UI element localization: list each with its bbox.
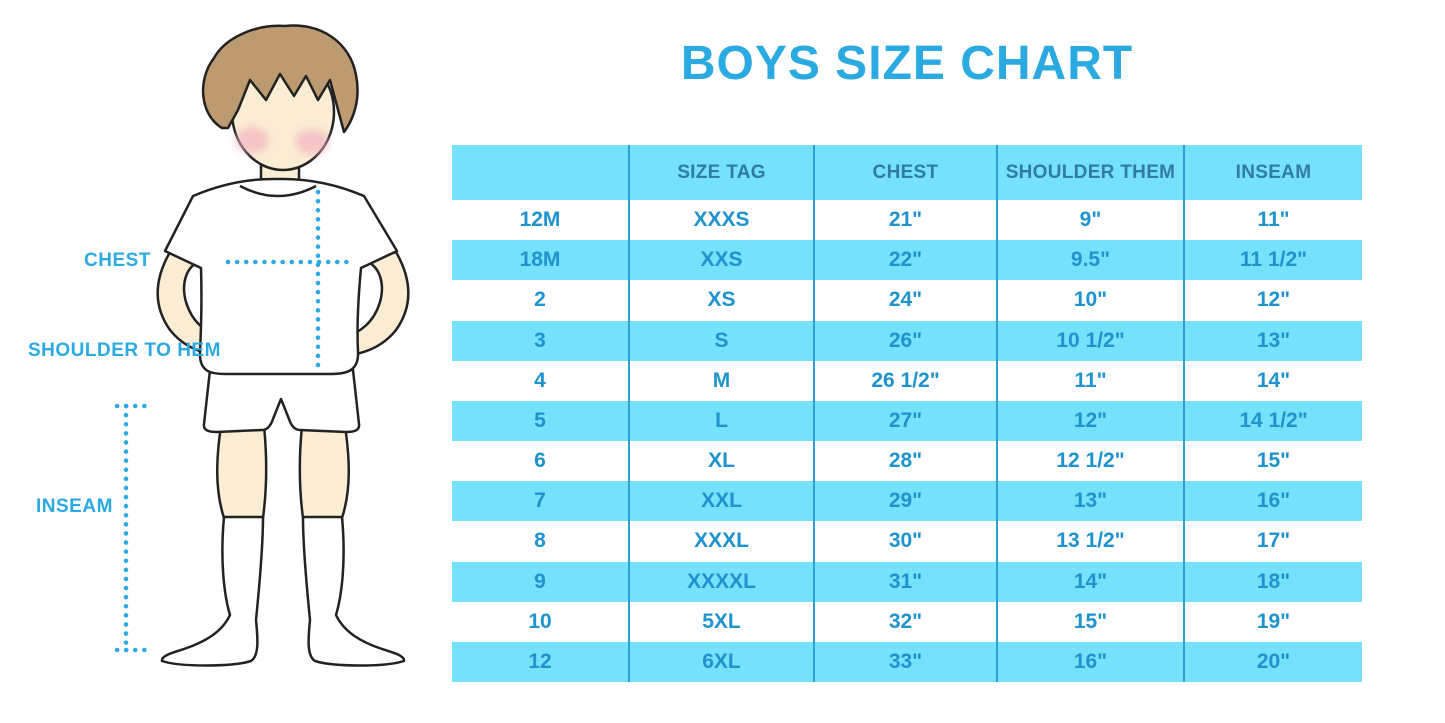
table-cell: 33" (815, 641, 998, 683)
table-cell: 26 1/2" (815, 360, 998, 401)
table-cell: 10 1/2" (998, 320, 1185, 361)
table-cell: 3 (452, 320, 630, 361)
table-row: 4 M 26 1/2" 11" 14" (452, 360, 1362, 401)
table-cell: 9" (998, 200, 1185, 241)
table-cell: 12 1/2" (998, 441, 1185, 482)
table-cell: 22" (815, 240, 998, 281)
table-header-cell-chest: CHEST (815, 145, 998, 200)
boy-shorts (202, 368, 361, 434)
inseam-label: INSEAM (36, 496, 113, 517)
table-cell: L (630, 400, 815, 442)
table-cell: M (630, 360, 815, 401)
table-cell: 10" (998, 280, 1185, 321)
table-row: 3 S 26" 10 1/2" 13" (452, 320, 1362, 361)
table-cell: 16" (1256, 489, 1291, 513)
table-cell: 12M (452, 200, 630, 241)
table-cell: 6XL (630, 641, 815, 683)
table-cell: 11" (1257, 208, 1290, 232)
table-cell: 5 (452, 400, 630, 442)
chest-label: CHEST (84, 250, 151, 271)
table-header-row: SIZE TAG CHEST SHOULDER THEM INSEAM (452, 145, 1362, 200)
table-cell: 19" (1256, 609, 1291, 633)
boy-hair (201, 24, 359, 134)
table-cell: 11 1/2" (1239, 248, 1308, 272)
table-cell: 16" (998, 641, 1185, 683)
table-cell: 5XL (630, 601, 815, 642)
boy-socks (160, 515, 406, 667)
table-cell: 31" (815, 561, 998, 602)
measurement-guides (114, 189, 351, 653)
table-header-cell-size-tag: SIZE TAG (630, 145, 815, 200)
table-cell: 28" (815, 441, 998, 482)
table-cell: XXXXL (630, 561, 815, 602)
boy-figure-illustration (114, 24, 410, 667)
table-cell: 17" (1256, 529, 1291, 553)
boy-figure: CHEST SHOULDER TO HEM INSEAM (0, 0, 452, 723)
table-cell: 18" (1256, 569, 1291, 593)
table-cell: 12 (452, 641, 630, 683)
table-row: 6 XL 28" 12 1/2" 15" (452, 441, 1362, 482)
table-cell: 8 (452, 521, 630, 562)
table-header-cell-inseam: INSEAM (1235, 161, 1312, 183)
table-body: 12M XXXS 21" 9" 11" 18M XXS 22" 9.5" 11 1/2" 2 XS 24… (452, 200, 1362, 683)
table-cell: S (630, 320, 815, 361)
table-cell: 21" (815, 200, 998, 241)
table-row: 8 XXXL 30" 13 1/2" 17" (452, 521, 1362, 562)
table-row: 12M XXXS 21" 9" 11" (452, 200, 1362, 241)
table-cell: 13" (1256, 328, 1291, 352)
table-cell: 14" (1256, 368, 1291, 392)
table-cell: 14 1/2" (1239, 408, 1308, 432)
table-cell: 27" (815, 400, 998, 442)
table-cell: 15" (1256, 449, 1291, 473)
table-row: 2 XS 24" 10" 12" (452, 280, 1362, 321)
shoulder-to-hem-label: SHOULDER TO HEM (28, 340, 221, 361)
table-cell: 12" (1256, 288, 1291, 312)
table-row: 5 L 27" 12" 14 1/2" (452, 400, 1362, 442)
table-cell: 2 (452, 280, 630, 321)
boy-tshirt (163, 177, 399, 376)
table-cell: 10 (452, 601, 630, 642)
table-cell: 24" (815, 280, 998, 321)
table-cell: XL (630, 441, 815, 482)
size-table: SIZE TAG CHEST SHOULDER THEM INSEAM 12M X… (452, 145, 1362, 683)
table-cell: 32" (815, 601, 998, 642)
boy-cheeks (235, 127, 329, 155)
table-cell: 13 1/2" (998, 521, 1185, 562)
table-row: 9 XXXXL 31" 14" 18" (452, 561, 1362, 602)
table-cell: 29" (815, 481, 998, 522)
table-cell: 4 (452, 360, 630, 401)
boy-shirt-collar (239, 184, 317, 198)
table-cell: 18M (452, 240, 630, 281)
table-cell: XXL (630, 481, 815, 522)
table-cell: XXS (630, 240, 815, 281)
table-cell: 9 (452, 561, 630, 602)
table-cell: XS (630, 280, 815, 321)
table-row: 10 5XL 32" 15" 19" (452, 601, 1362, 642)
table-cell: XXXS (630, 200, 815, 241)
table-cell: 13" (998, 481, 1185, 522)
table-row: 18M XXS 22" 9.5" 11 1/2" (452, 240, 1362, 281)
table-cell: 20" (1256, 649, 1291, 673)
table-cell: 9.5" (998, 240, 1185, 281)
table-header-cell-blank (452, 145, 630, 200)
table-cell: 30" (815, 521, 998, 562)
table-cell: 14" (998, 561, 1185, 602)
table-cell: XXXL (630, 521, 815, 562)
table-cell: 26" (815, 320, 998, 361)
table-cell: 12" (998, 400, 1185, 442)
table-header-cell-shoulder-hem: SHOULDER THEM (998, 145, 1185, 200)
boy-legs (216, 424, 350, 520)
table-cell: 11" (998, 360, 1185, 401)
page-title: BOYS SIZE CHART (680, 37, 1134, 90)
table-cell: 15" (998, 601, 1185, 642)
table-row: 12 6XL 33" 16" 20" (452, 641, 1362, 683)
table-cell: 7 (452, 481, 630, 522)
table-cell: 6 (452, 441, 630, 482)
table-row: 7 XXL 29" 13" 16" (452, 481, 1362, 522)
